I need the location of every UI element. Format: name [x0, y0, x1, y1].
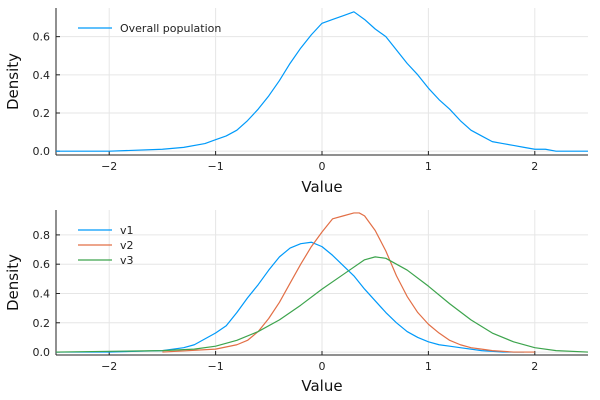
y-tick-label: 0.0 [33, 145, 51, 158]
x-tick-label: −1 [207, 360, 223, 373]
y-tick-label: 0.4 [33, 287, 51, 300]
legend-label: Overall population [120, 22, 221, 35]
x-tick-label: −2 [101, 160, 117, 173]
legend-label: v2 [120, 239, 134, 252]
series-line-overall-population [56, 11, 588, 152]
legend-label: v3 [120, 254, 134, 267]
y-tick-label: 0.0 [33, 346, 51, 359]
y-tick-label: 0.4 [33, 69, 51, 82]
y-tick-label: 0.8 [33, 229, 51, 242]
x-tick-label: 2 [531, 160, 538, 173]
x-tick-label: 1 [425, 160, 432, 173]
legend-label: v1 [120, 224, 134, 237]
series-line-v2 [162, 212, 535, 353]
y-tick-label: 0.6 [33, 31, 51, 44]
series-line-v1 [56, 241, 525, 353]
bottom-density-panel: −2 −1 0 1 2 0.0 0.2 0.4 0.6 0.8 Value Density v1 v2 v3 [4, 210, 589, 395]
y-tick-label: 0.6 [33, 258, 51, 271]
x-tick-label: 1 [425, 360, 432, 373]
x-tick-label: −1 [207, 160, 223, 173]
y-tick-label: 0.2 [33, 317, 51, 330]
x-tick-label: 0 [319, 360, 326, 373]
series-line-v3 [55, 256, 589, 353]
top-density-panel: −2 −1 0 1 2 0.0 0.2 0.4 0.6 Value Density Overall p… [4, 8, 588, 196]
x-tick-label: −2 [101, 360, 117, 373]
y-axis-label: Density [4, 53, 22, 110]
x-tick-label: 2 [531, 360, 538, 373]
x-tick-label: 0 [319, 160, 326, 173]
y-tick-label: 0.2 [33, 107, 51, 120]
y-axis-label: Density [4, 254, 22, 311]
x-axis-label: Value [301, 178, 342, 196]
x-axis-label: Value [301, 377, 342, 395]
